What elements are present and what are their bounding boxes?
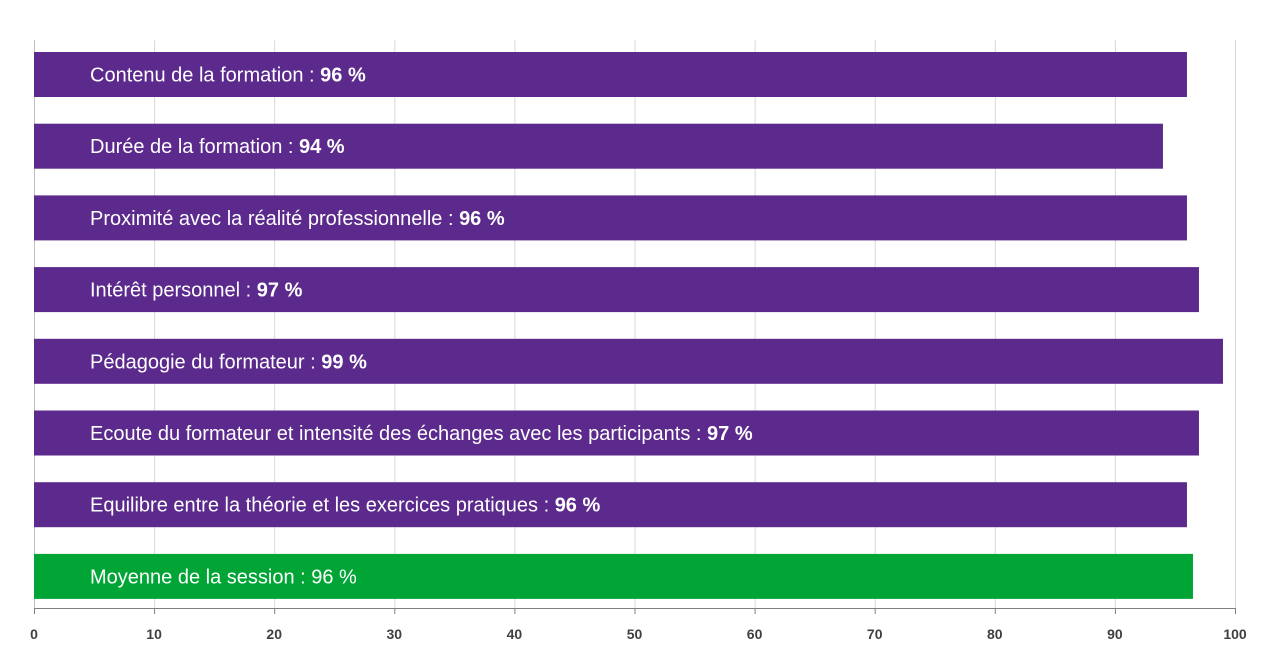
category-label: Contenu de la formation :: [90, 65, 320, 87]
x-tick-label: 0: [30, 626, 38, 642]
value-label: 99 %: [321, 351, 367, 373]
x-tick-label: 80: [987, 626, 1003, 642]
bar-label: Pédagogie du formateur : 99 %: [90, 351, 367, 373]
bar: [34, 52, 1187, 97]
bar: [34, 338, 1223, 384]
value-label: 97 %: [707, 423, 753, 445]
bar-label: Durée de la formation : 94 %: [90, 136, 345, 158]
x-tick-label: 100: [1223, 626, 1247, 642]
bar: [34, 410, 1199, 456]
value-label: 97 %: [257, 280, 303, 302]
category-label: Equilibre entre la théorie et les exerci…: [90, 495, 555, 517]
x-tick-label: 10: [146, 626, 162, 642]
bar: [34, 267, 1199, 313]
category-label: Pédagogie du formateur :: [90, 351, 321, 373]
value-label: 96 %: [555, 495, 601, 517]
bar-label: Moyenne de la session : 96 %: [90, 566, 357, 588]
x-tick-label: 90: [1107, 626, 1123, 642]
bars: Contenu de la formation : 96 % Durée de l…: [34, 52, 1223, 599]
value-label: 94 %: [299, 136, 345, 158]
category-label: Ecoute du formateur et intensité des éch…: [90, 423, 707, 445]
x-tick-label: 70: [867, 626, 883, 642]
x-tick-label: 50: [627, 626, 643, 642]
bar: [34, 123, 1163, 169]
bar-label: Ecoute du formateur et intensité des éch…: [90, 423, 753, 445]
value-label: 96 %: [459, 208, 505, 230]
bar: [34, 482, 1187, 528]
category-label: Proximité avec la réalité professionnell…: [90, 208, 459, 230]
x-tick-label: 30: [387, 626, 403, 642]
value-label: 96 %: [320, 65, 366, 87]
x-tick-label: 20: [266, 626, 282, 642]
bar-label: Contenu de la formation : 96 %: [90, 65, 366, 87]
x-axis: 0 10 20 30 40 50 60 70 80 90 100: [30, 608, 1247, 642]
x-tick-label: 60: [747, 626, 763, 642]
bar-label: Proximité avec la réalité professionnell…: [90, 208, 505, 230]
value-label: 96 %: [311, 566, 357, 588]
bar: [34, 195, 1187, 241]
x-tick-label: 40: [507, 626, 523, 642]
bar-label: Equilibre entre la théorie et les exerci…: [90, 495, 600, 517]
category-label: Moyenne de la session :: [90, 566, 311, 588]
category-label: Durée de la formation :: [90, 136, 299, 158]
category-label: Intérêt personnel :: [90, 280, 257, 302]
bar-label: Intérêt personnel : 97 %: [90, 280, 303, 302]
bar: [34, 553, 1193, 599]
